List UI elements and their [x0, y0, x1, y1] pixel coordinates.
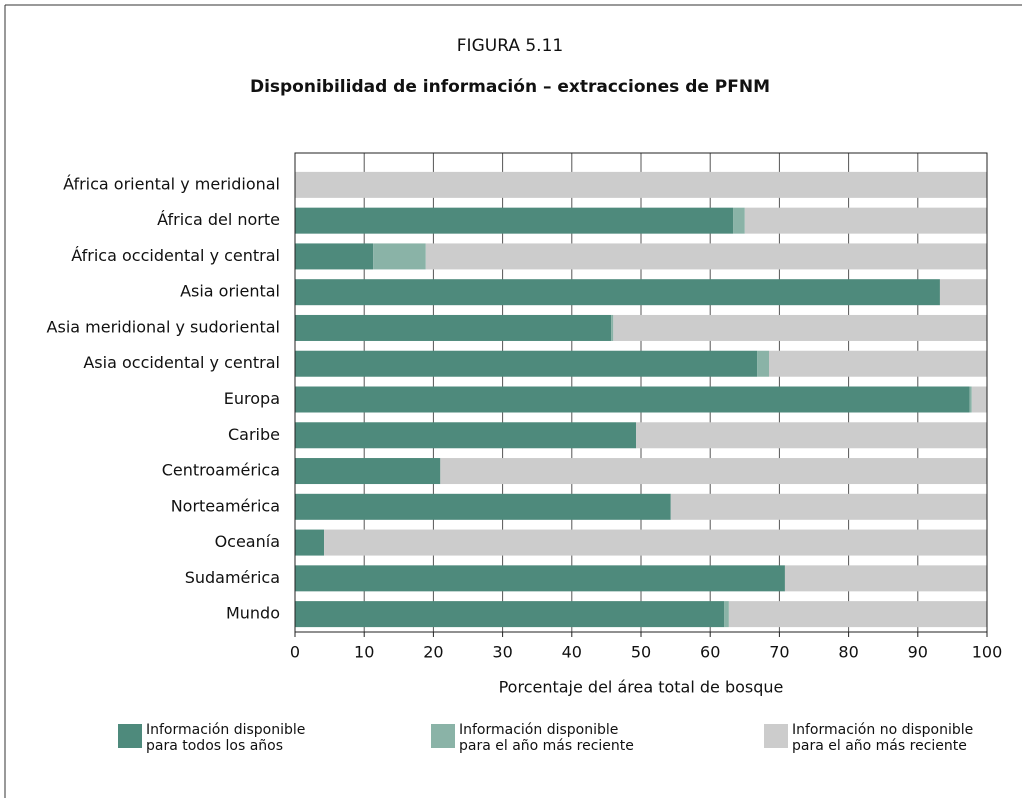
bar-segment: [728, 601, 987, 628]
bar-segment: [295, 350, 758, 377]
bar-segment: [295, 314, 612, 341]
legend-swatch: [118, 724, 142, 748]
x-tick-label: 60: [700, 643, 720, 662]
y-tick-label: Europa: [224, 389, 280, 408]
y-tick-label: Oceanía: [215, 532, 280, 551]
bar-segment: [295, 565, 785, 592]
x-tick-label: 0: [290, 643, 300, 662]
bar-segment: [295, 386, 970, 413]
y-tick-label: Sudamérica: [185, 568, 280, 587]
x-tick-label: 40: [562, 643, 582, 662]
y-tick-label: Asia meridional y sudoriental: [47, 317, 280, 336]
legend-label: Información no disponible para el año má…: [792, 722, 974, 754]
bar-segment: [295, 601, 725, 628]
bar-segment: [425, 243, 988, 270]
bar-segment: [295, 529, 325, 556]
x-axis-label: Porcentaje del área total de bosque: [499, 678, 784, 697]
x-tick-label: 90: [908, 643, 928, 662]
x-tick-label: 50: [631, 643, 651, 662]
chart-subtitle: Disponibilidad de información – extracci…: [250, 77, 770, 97]
y-tick-label: Asia oriental: [180, 282, 280, 301]
y-tick-label: Asia occidental y central: [83, 353, 280, 372]
legend-swatch: [764, 724, 788, 748]
y-tick-label: Norteamérica: [171, 496, 280, 515]
y-tick-label: Centroamérica: [162, 461, 280, 480]
bar-segment: [939, 279, 987, 306]
bar-segment: [757, 350, 770, 377]
x-tick-label: 20: [423, 643, 443, 662]
bar-segment: [295, 493, 671, 520]
y-tick-label: África oriental y meridional: [63, 174, 280, 193]
bar-segment: [295, 458, 441, 485]
y-tick-label: Mundo: [226, 604, 280, 623]
bar-segment: [971, 386, 987, 413]
bar-segment: [670, 493, 987, 520]
legend-swatch: [431, 724, 455, 748]
bar-segment: [784, 565, 987, 592]
y-tick-label: África occidental y central: [71, 246, 280, 265]
bar-segment: [295, 171, 987, 198]
bar-segment: [611, 314, 614, 341]
bar-segment: [295, 422, 637, 449]
x-tick-label: 10: [354, 643, 374, 662]
bar-segment: [636, 422, 987, 449]
bar-segment: [769, 350, 987, 377]
legend-label: Información disponible para todos los añ…: [146, 722, 306, 754]
bar-segment: [724, 601, 729, 628]
chart-title: FIGURA 5.11: [457, 36, 563, 56]
legend-label: Información disponible para el año más r…: [459, 722, 634, 754]
bar-segment: [295, 207, 734, 234]
bar-segment: [295, 279, 940, 306]
bar-segment: [744, 207, 987, 234]
x-tick-label: 70: [769, 643, 789, 662]
x-tick-label: 30: [492, 643, 512, 662]
x-tick-label: 80: [838, 643, 858, 662]
bar-segment: [295, 243, 374, 270]
bar-segment: [373, 243, 426, 270]
bar-segment: [324, 529, 988, 556]
x-tick-label: 100: [972, 643, 1003, 662]
bar-segment: [613, 314, 987, 341]
bar-segment: [969, 386, 972, 413]
y-tick-label: África del norte: [157, 210, 280, 229]
y-tick-label: Caribe: [228, 425, 280, 444]
bar-segment: [733, 207, 745, 234]
bar-segment: [440, 458, 987, 485]
